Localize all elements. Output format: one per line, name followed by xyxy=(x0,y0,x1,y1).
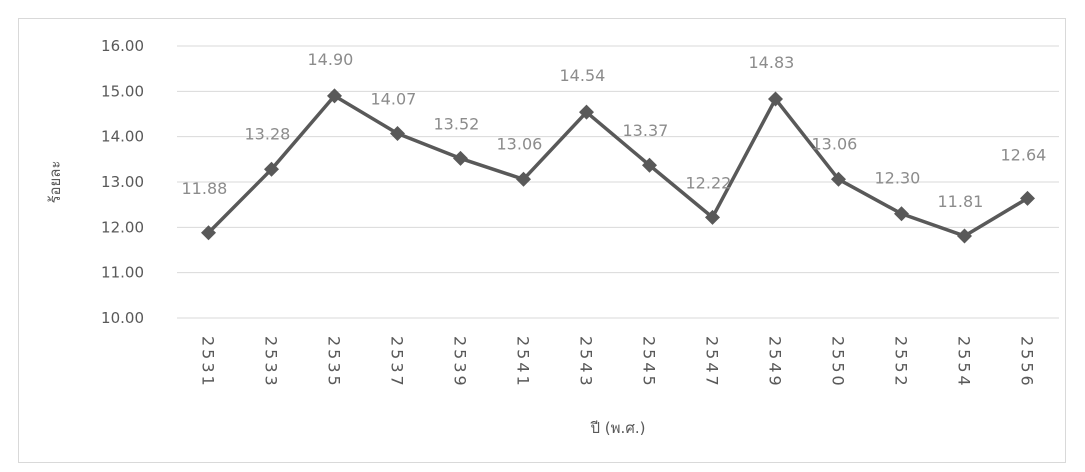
data-point-marker xyxy=(390,125,405,141)
series-markers xyxy=(201,88,1035,244)
data-label: 14.83 xyxy=(749,53,795,72)
y-tick-label: 12.00 xyxy=(101,218,144,236)
line-chart: 10.00 11.00 12.00 13.00 14.00 15.00 16.00 2531… xyxy=(46,37,1059,437)
chart-frame: 10.00 11.00 12.00 13.00 14.00 15.00 16.00 2531… xyxy=(18,18,1066,463)
x-tick-label: 2549 xyxy=(766,336,785,389)
y-axis-title: ร้อยละ xyxy=(46,160,64,203)
data-label: 14.54 xyxy=(560,66,606,85)
data-label: 12.64 xyxy=(1001,145,1047,164)
data-label: 12.22 xyxy=(686,173,732,192)
x-tick-label: 2552 xyxy=(892,336,911,389)
data-label: 12.30 xyxy=(875,169,921,188)
data-point-marker xyxy=(327,88,342,104)
x-tick-label: 2545 xyxy=(640,336,659,389)
x-tick-label: 2556 xyxy=(1018,336,1037,389)
x-axis-ticks: 2531 2533 2535 2537 2539 2541 2543 2545 2547 2549… xyxy=(199,336,1037,389)
data-labels: 11.88 13.28 14.90 14.07 13.52 13.06 14.54 13.37… xyxy=(182,50,1047,211)
y-tick-label: 14.00 xyxy=(101,128,144,146)
data-label: 13.52 xyxy=(434,114,480,133)
data-point-marker xyxy=(579,104,594,120)
x-tick-label: 2537 xyxy=(388,336,407,389)
y-tick-label: 13.00 xyxy=(101,173,144,191)
y-tick-label: 10.00 xyxy=(101,309,144,327)
x-tick-label: 2541 xyxy=(514,336,533,389)
data-label: 13.28 xyxy=(245,124,291,143)
data-label: 11.88 xyxy=(182,179,228,198)
y-tick-label: 16.00 xyxy=(101,37,144,55)
x-tick-label: 2554 xyxy=(955,336,974,389)
x-tick-label: 2531 xyxy=(199,336,218,389)
data-point-marker xyxy=(957,228,972,244)
data-label: 13.37 xyxy=(623,121,669,140)
x-tick-label: 2533 xyxy=(262,336,281,389)
series-polyline xyxy=(207,94,1029,238)
series-line xyxy=(207,94,1029,238)
data-point-marker xyxy=(642,157,657,173)
data-point-marker xyxy=(1020,190,1035,206)
x-tick-label: 2543 xyxy=(577,336,596,389)
data-label: 11.81 xyxy=(938,192,984,211)
y-tick-label: 11.00 xyxy=(101,264,144,282)
data-label: 14.90 xyxy=(308,50,354,69)
y-axis-ticks: 10.00 11.00 12.00 13.00 14.00 15.00 16.00 xyxy=(101,37,144,327)
data-point-marker xyxy=(516,171,531,187)
x-tick-label: 2535 xyxy=(325,336,344,389)
x-tick-label: 2539 xyxy=(451,336,470,389)
x-tick-label: 2547 xyxy=(703,336,722,389)
data-label: 14.07 xyxy=(371,89,417,108)
data-point-marker xyxy=(264,161,279,177)
gridlines xyxy=(177,45,1059,319)
data-point-marker xyxy=(705,209,720,225)
data-point-marker xyxy=(894,206,909,222)
data-point-marker xyxy=(453,150,468,166)
data-label: 13.06 xyxy=(497,134,543,153)
y-tick-label: 15.00 xyxy=(101,82,144,100)
data-label: 13.06 xyxy=(812,134,858,153)
data-point-marker xyxy=(768,91,783,107)
data-point-marker xyxy=(831,171,846,187)
data-point-marker xyxy=(201,225,216,241)
x-tick-label: 2550 xyxy=(829,336,848,389)
x-axis-title: ปี (พ.ศ.) xyxy=(590,419,646,437)
